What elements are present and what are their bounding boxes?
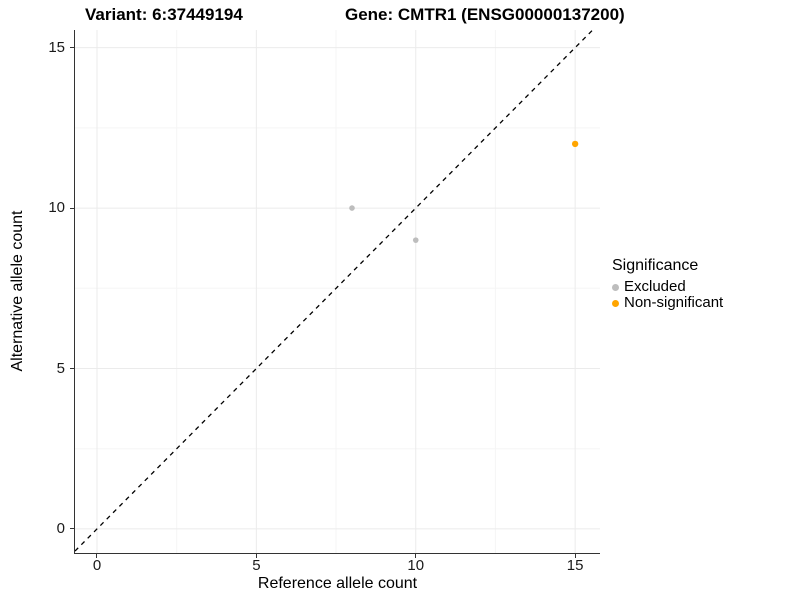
excluded-point-icon (612, 283, 619, 291)
data-point-excluded (412, 237, 419, 243)
x-tick-mark (96, 554, 98, 558)
x-tick-label: 0 (92, 557, 102, 574)
non-significant-point-icon (612, 299, 619, 307)
identity-reference-line (75, 30, 594, 552)
legend-item-non-significant: Non-significant (612, 295, 798, 311)
x-tick-mark (255, 554, 257, 558)
y-tick-label: 0 (56, 519, 65, 537)
y-tick-mark (70, 47, 74, 49)
legend-item-label: Excluded (624, 278, 686, 295)
y-tick-mark (70, 368, 74, 369)
x-axis-label: Reference allele count (257, 575, 418, 592)
y-tick-mark (70, 528, 74, 530)
y-tick-mark (70, 207, 74, 209)
data-point-non-significant (571, 140, 579, 148)
x-tick-label: 15 (566, 557, 584, 574)
plot-panel (74, 30, 600, 554)
x-tick-label: 10 (407, 557, 425, 574)
legend-title: Significance (612, 257, 699, 274)
gene-title: Gene: CMTR1 (ENSG00000137200) (345, 5, 625, 24)
x-tick-mark (415, 554, 417, 558)
x-tick-label: 5 (252, 557, 261, 574)
y-tick-label: 5 (56, 359, 65, 377)
y-tick-label: 10 (48, 199, 65, 217)
variant-title: Variant: 6:37449194 (85, 5, 243, 24)
scatter-plot-canvas (75, 30, 600, 553)
y-tick-label: 15 (48, 38, 65, 56)
legend-item-label: Non-significant (624, 294, 724, 311)
x-tick-mark (574, 554, 576, 558)
legend: Significance Excluded Non-significant (612, 256, 798, 311)
data-point-excluded (349, 205, 355, 211)
y-axis-label: Alternative allele count (9, 210, 26, 372)
legend-item-excluded: Excluded (612, 279, 798, 295)
